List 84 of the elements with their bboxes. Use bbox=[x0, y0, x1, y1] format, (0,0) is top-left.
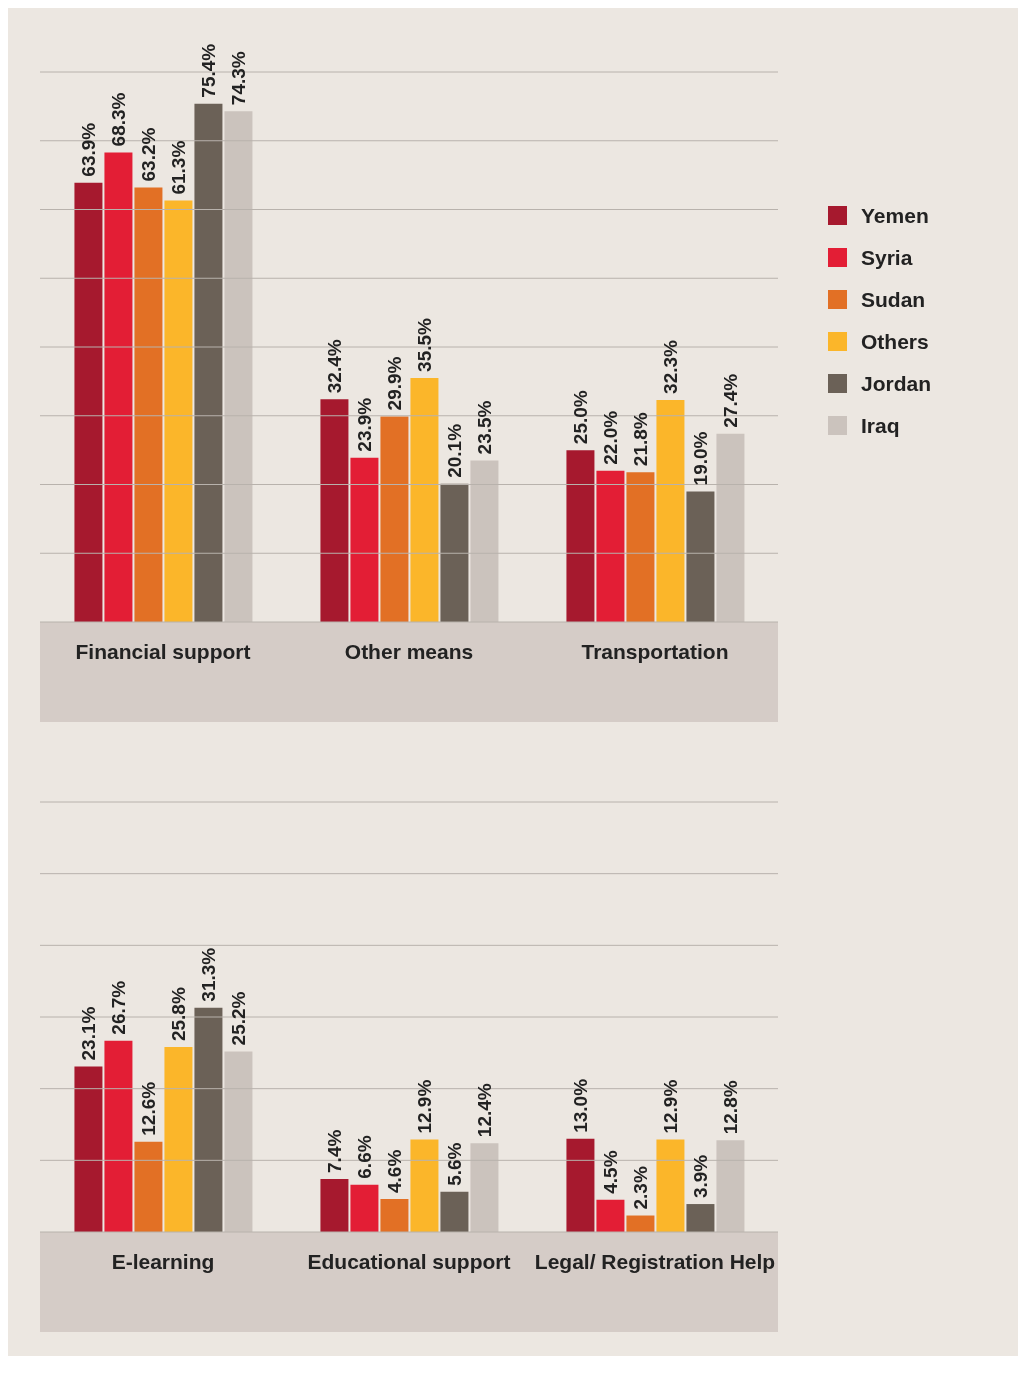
bar bbox=[350, 457, 379, 622]
data-label: 27.4% bbox=[719, 373, 741, 428]
bar bbox=[164, 1047, 193, 1232]
bar bbox=[410, 1139, 439, 1232]
bar bbox=[470, 1143, 499, 1232]
data-label: 21.8% bbox=[629, 412, 651, 467]
data-label: 29.9% bbox=[383, 356, 405, 411]
data-label: 26.7% bbox=[107, 980, 129, 1035]
data-label: 35.5% bbox=[413, 317, 435, 372]
bar bbox=[194, 1007, 223, 1232]
bar bbox=[104, 1040, 133, 1232]
data-label: 12.4% bbox=[473, 1083, 495, 1138]
bar bbox=[596, 470, 625, 622]
legend-label: Iraq bbox=[861, 413, 900, 438]
data-label: 63.2% bbox=[137, 127, 159, 182]
bar bbox=[320, 399, 349, 622]
data-label: 61.3% bbox=[167, 140, 189, 195]
bar bbox=[716, 433, 745, 622]
bar bbox=[320, 1178, 349, 1232]
bar bbox=[596, 1199, 625, 1232]
data-label: 23.1% bbox=[77, 1006, 99, 1061]
bar bbox=[410, 377, 439, 622]
data-label: 12.8% bbox=[719, 1080, 741, 1135]
data-label: 12.6% bbox=[137, 1081, 159, 1136]
data-label: 25.8% bbox=[167, 987, 189, 1042]
bar bbox=[350, 1184, 379, 1232]
bar bbox=[686, 1204, 715, 1232]
bar bbox=[566, 1138, 595, 1232]
bar bbox=[224, 111, 253, 622]
legend-label: Jordan bbox=[861, 371, 932, 396]
data-label: 2.3% bbox=[629, 1166, 651, 1210]
x-tick-label: Transportation bbox=[581, 639, 729, 663]
data-label: 12.9% bbox=[659, 1079, 681, 1134]
legend-label: Others bbox=[861, 329, 929, 354]
data-label: 4.5% bbox=[599, 1150, 621, 1194]
bar bbox=[716, 1140, 745, 1232]
data-label: 75.4% bbox=[197, 43, 219, 98]
bar bbox=[134, 187, 163, 622]
bar bbox=[626, 1215, 655, 1232]
bar bbox=[380, 1199, 409, 1232]
bar bbox=[74, 182, 103, 622]
x-tick-label: Educational support bbox=[307, 1249, 511, 1273]
legend-label: Yemen bbox=[861, 203, 929, 228]
x-tick-label: Legal/ Registration Help bbox=[534, 1249, 776, 1273]
bar bbox=[656, 399, 685, 622]
bar bbox=[656, 1139, 685, 1232]
bar bbox=[566, 450, 595, 622]
data-label: 31.3% bbox=[197, 947, 219, 1002]
legend-label: Sudan bbox=[861, 287, 926, 312]
data-label: 74.3% bbox=[227, 51, 249, 106]
data-label: 25.0% bbox=[569, 390, 591, 445]
bar bbox=[194, 103, 223, 622]
bar bbox=[134, 1141, 163, 1232]
bar bbox=[104, 152, 133, 622]
x-tick-label: Other means bbox=[344, 639, 474, 663]
x-tick-label: E-learning bbox=[111, 1249, 215, 1273]
data-label: 25.2% bbox=[227, 991, 249, 1046]
legend-label: Syria bbox=[861, 245, 913, 270]
bar bbox=[440, 483, 469, 622]
bar bbox=[380, 416, 409, 622]
data-label: 63.9% bbox=[77, 122, 99, 177]
bar bbox=[164, 200, 193, 622]
bar bbox=[626, 472, 655, 622]
data-label: 3.9% bbox=[689, 1154, 711, 1199]
data-label: 12.9% bbox=[413, 1079, 435, 1134]
bar bbox=[686, 491, 715, 622]
bar bbox=[440, 1191, 469, 1232]
data-label: 4.6% bbox=[383, 1149, 405, 1194]
bar bbox=[470, 460, 499, 622]
data-label: 7.4% bbox=[323, 1129, 345, 1173]
data-label: 22.0% bbox=[599, 410, 621, 465]
data-label: 5.6% bbox=[443, 1142, 465, 1186]
data-label: 68.3% bbox=[107, 92, 129, 147]
bar bbox=[224, 1051, 253, 1232]
data-label: 13.0% bbox=[569, 1078, 591, 1133]
x-tick-label: Financial support bbox=[75, 639, 251, 663]
bar bbox=[74, 1066, 103, 1232]
data-label: 23.9% bbox=[353, 397, 375, 452]
data-label: 23.5% bbox=[473, 400, 495, 455]
data-label: 32.4% bbox=[323, 339, 345, 394]
data-label: 19.0% bbox=[689, 431, 711, 486]
data-label: 6.6% bbox=[353, 1135, 375, 1179]
data-label: 32.3% bbox=[659, 339, 681, 394]
data-label: 20.1% bbox=[443, 423, 465, 478]
